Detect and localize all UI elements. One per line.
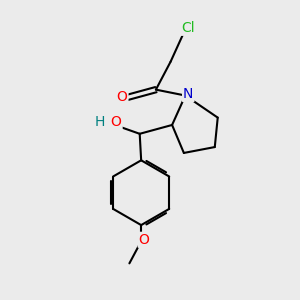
Text: H: H <box>95 115 105 129</box>
Text: N: N <box>183 87 194 101</box>
Text: Cl: Cl <box>182 21 195 35</box>
Text: O: O <box>139 233 149 247</box>
Text: O: O <box>111 115 122 129</box>
Text: O: O <box>117 90 128 104</box>
